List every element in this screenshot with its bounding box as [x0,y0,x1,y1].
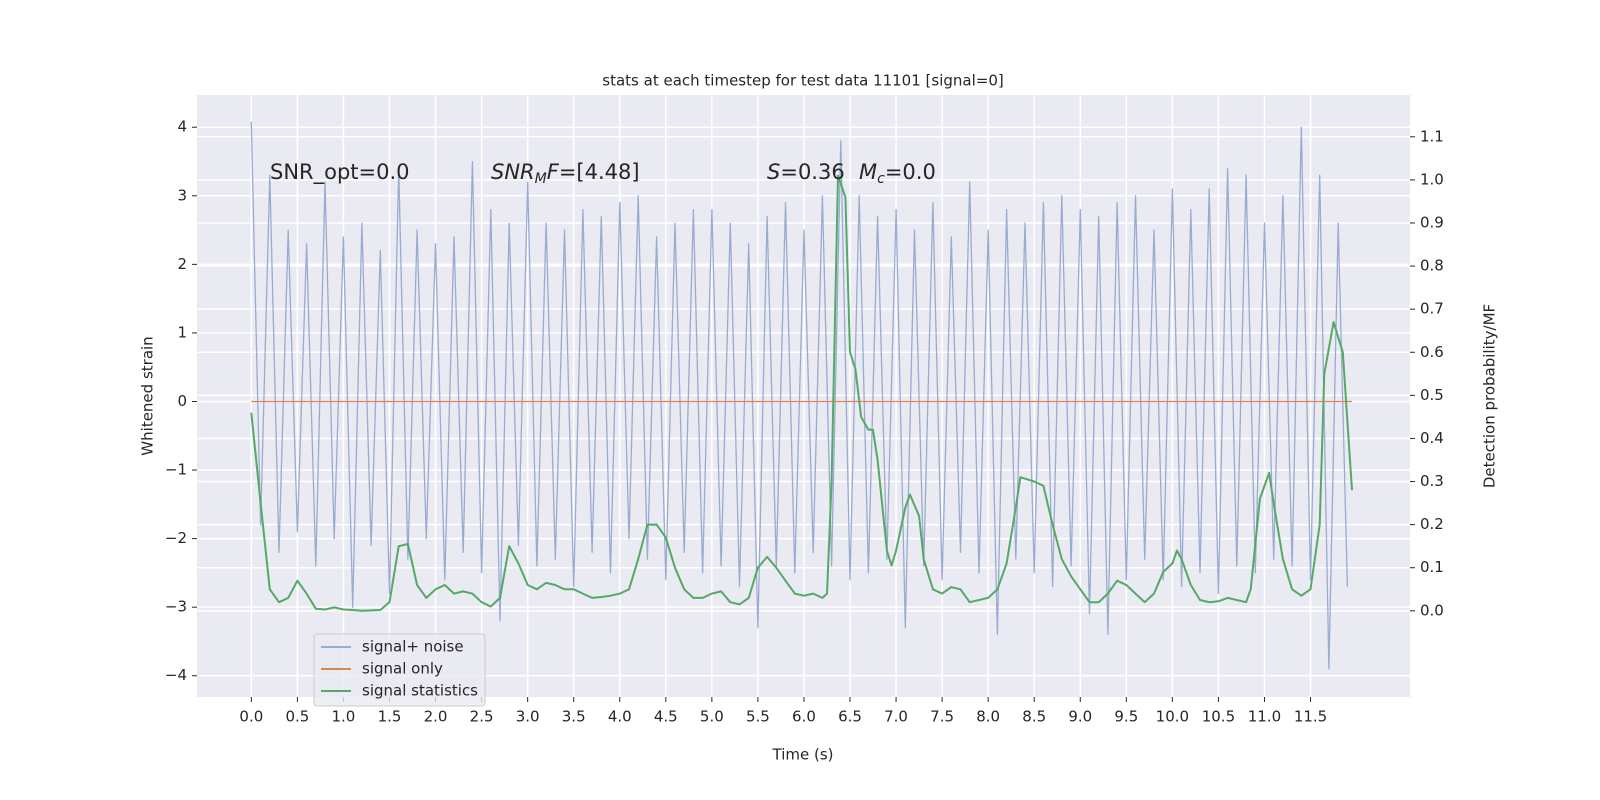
y2-tick-label: 0.4 [1420,429,1444,447]
annotation-part: F [547,160,560,184]
y2-tick-label: 1.1 [1420,127,1444,145]
y-axis-label: Whitened strain [139,336,157,455]
y2-tick-label: 0.0 [1420,601,1444,619]
y2-axis-label: Detection probability/MF [1481,304,1499,488]
x-tick-label: 3.0 [516,708,540,726]
y2-tick-label: 0.3 [1420,472,1444,490]
y2-tick-label: 0.2 [1420,515,1444,533]
x-tick-label: 10.0 [1156,708,1189,726]
annotation: SNRMF=[4.48] [491,160,640,187]
annotation: S=0.36 [767,160,845,184]
legend-label: signal+ noise [362,638,464,656]
x-tick-label: 1.5 [378,708,402,726]
x-tick-label: 7.0 [884,708,908,726]
x-tick-label: 3.5 [562,708,586,726]
annotation-part: =0.0 [885,160,936,184]
y-tick-label: −4 [165,666,187,684]
annotation-part: SNR_opt=0.0 [270,160,410,185]
x-tick-label: 2.0 [424,708,448,726]
x-tick-label: 9.5 [1114,708,1138,726]
x-tick-label: 0.5 [285,708,309,726]
x-axis-label: Time (s) [772,746,834,764]
x-tick-label: 8.0 [976,708,1000,726]
annotation-part: M [535,171,547,187]
y2-tick-label: 0.6 [1420,343,1444,361]
x-tick-label: 11.5 [1294,708,1327,726]
y-tick-label: 3 [177,186,187,204]
x-tick-label: 6.5 [838,708,862,726]
x-tick-label: 8.5 [1022,708,1046,726]
x-tick-label: 6.0 [792,708,816,726]
x-tick-label: 5.5 [746,708,770,726]
series-line [250,174,1353,612]
annotation-part: SNR [491,160,535,184]
legend-label: signal statistics [362,682,478,700]
chart-title: stats at each timestep for test data 111… [602,72,1003,90]
x-tick-label: 2.5 [470,708,494,726]
x-tick-label: 5.0 [700,708,724,726]
x-tick-label: 11.0 [1248,708,1281,726]
y-tick-label: −2 [165,529,187,547]
y-tick-label: 2 [177,255,187,273]
annotation-part: c [877,171,885,187]
legend-box [313,633,486,707]
y2-tick-label: 0.8 [1420,257,1444,275]
legend-label: signal only [362,660,443,678]
x-tick-label: 4.5 [654,708,678,726]
x-tick-label: 4.0 [608,708,632,726]
y-tick-label: 4 [177,118,187,136]
y2-tick-label: 0.9 [1420,213,1444,231]
annotation-part: =0.36 [780,160,844,184]
y-tick-label: −1 [165,461,187,479]
x-tick-label: 1.0 [332,708,356,726]
y2-tick-label: 0.1 [1420,558,1444,576]
annotation: Mc=0.0 [859,160,936,187]
x-tick-label: 10.5 [1202,708,1235,726]
annotation: SNR_opt=0.0 [270,160,410,185]
annotation-part: =[4.48] [559,160,640,184]
y2-tick-label: 0.5 [1420,386,1444,404]
y2-tick-label: 1.0 [1420,170,1444,188]
y2-tick-label: 0.7 [1420,300,1444,318]
annotation-part: M [859,160,877,184]
y-tick-label: 0 [177,392,187,410]
annotation-part: S [767,160,780,184]
x-tick-label: 0.0 [239,708,263,726]
x-tick-label: 7.5 [930,708,954,726]
y-tick-label: 1 [177,323,187,341]
y-tick-label: −3 [165,598,187,616]
x-tick-label: 9.0 [1068,708,1092,726]
